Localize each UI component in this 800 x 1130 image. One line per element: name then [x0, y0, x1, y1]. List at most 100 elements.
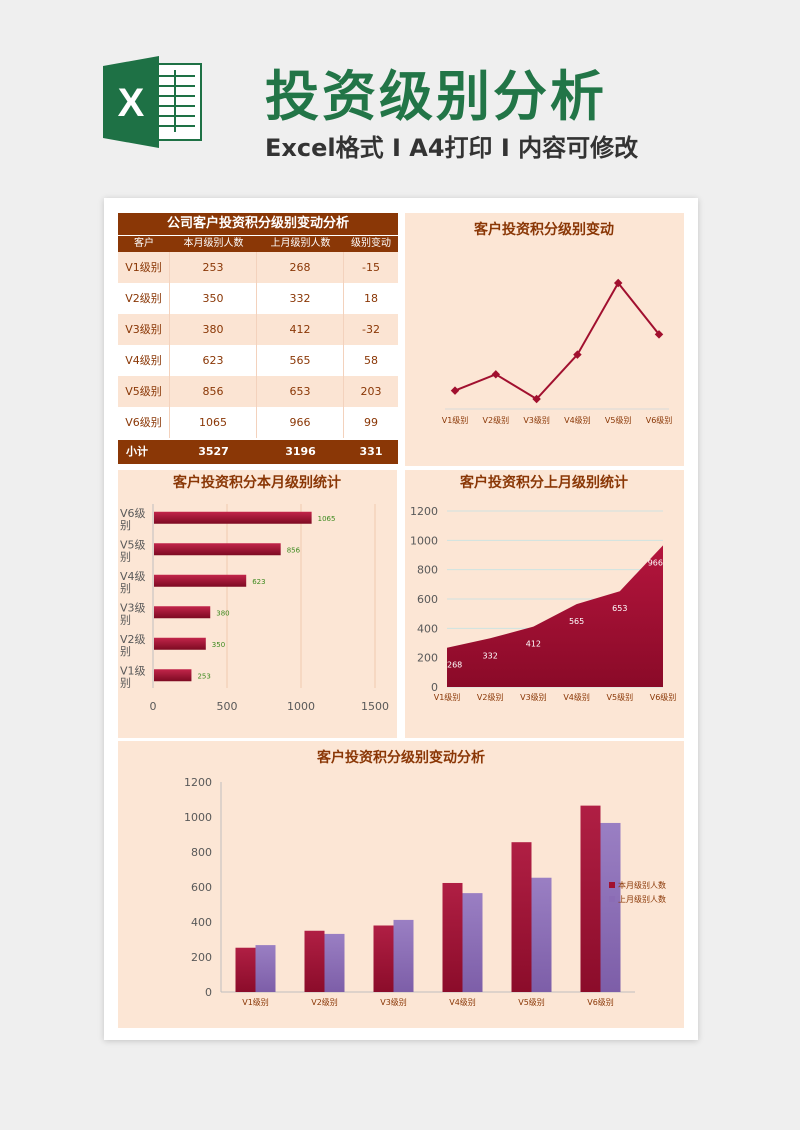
- table-header: 客户 本月级别人数 上月级别人数 级别变动: [118, 236, 398, 252]
- current-cell: 350: [170, 283, 257, 314]
- data-label: 268: [447, 661, 462, 670]
- total-previous: 3196: [285, 445, 316, 458]
- current-cell: 856: [170, 376, 257, 407]
- x-tick-label: V4级别: [563, 692, 590, 702]
- current-bar-chart: 客户投资积分本月级别统计 0 500 1000 1500 253 V1级别 350 V2级别 38…: [118, 470, 397, 738]
- level-cell: V5级别: [118, 376, 170, 407]
- bar: [531, 877, 552, 992]
- bar: [235, 947, 256, 992]
- data-label: 253: [197, 672, 210, 680]
- bar: [154, 606, 211, 619]
- x-tick-label: 500: [217, 700, 238, 713]
- previous-cell: 412: [257, 314, 344, 345]
- x-tick-label: V2级别: [311, 997, 338, 1007]
- current-cell: 380: [170, 314, 257, 345]
- total-current: 3527: [198, 445, 229, 458]
- level-cell: V2级别: [118, 283, 170, 314]
- legend-label: 上月级别人数: [618, 894, 666, 904]
- change-cell: -15: [362, 261, 380, 274]
- data-label: 350: [212, 641, 225, 649]
- y-tick-label: V4级: [120, 570, 146, 583]
- x-tick-label: V3级别: [523, 415, 550, 425]
- bar: [255, 945, 276, 992]
- table-row: V2级别 350 332 18: [118, 283, 398, 314]
- legend-swatch: [609, 896, 615, 902]
- total-change: 331: [359, 445, 383, 458]
- table-title: 公司客户投资积分级别变动分析: [118, 213, 398, 235]
- y-tick-label: 200: [191, 951, 212, 964]
- data-label: 332: [483, 651, 498, 660]
- change-cell: 203: [360, 385, 382, 398]
- legend-swatch: [609, 882, 615, 888]
- level-cell: V3级别: [118, 314, 170, 345]
- y-tick-label: 400: [191, 916, 212, 929]
- header-cell: 上月级别人数: [270, 238, 331, 249]
- data-point: [573, 350, 582, 359]
- bar: [304, 930, 325, 992]
- bar: [442, 882, 463, 992]
- change-cell: 99: [364, 416, 378, 429]
- y-tick-label: 600: [191, 881, 212, 894]
- bar: [154, 511, 312, 524]
- previous-cell: 332: [257, 283, 344, 314]
- bar: [600, 822, 621, 992]
- x-tick-label: V1级别: [242, 997, 269, 1007]
- chart-title: 客户投资积分本月级别统计: [172, 474, 341, 491]
- y-tick-label: 0: [431, 681, 438, 694]
- table-body: V1级别 253 268 -15 V2级别 350 332 18 V3级别 38…: [118, 252, 398, 438]
- data-label: 1065: [318, 515, 336, 523]
- header-cell: 客户: [134, 238, 154, 249]
- y-tick-label: 800: [191, 846, 212, 859]
- level-cell: V4级别: [118, 345, 170, 376]
- bar: [154, 637, 206, 650]
- excel-logo-icon: X: [103, 56, 202, 148]
- x-tick-label: 1000: [287, 700, 315, 713]
- compare-bar-svg: 客户投资积分级别变动分析 0 200 400 600 800 1000 1200 V1级别 V2级…: [184, 749, 666, 1007]
- change-cell: -32: [362, 323, 380, 336]
- y-tick-label: 1000: [184, 811, 212, 824]
- previous-cell: 966: [257, 407, 344, 438]
- x-tick-label: V6级别: [587, 997, 614, 1007]
- y-tick-label: 0: [205, 986, 212, 999]
- y-tick-label-cont: 别: [120, 676, 131, 689]
- current-cell: 623: [170, 345, 257, 376]
- summary-table: 公司客户投资积分级别变动分析 客户 本月级别人数 上月级别人数 级别变动 V1级…: [118, 213, 398, 464]
- x-tick-label: V2级别: [477, 692, 504, 702]
- x-tick-label: V6级别: [646, 415, 673, 425]
- x-tick-label: V3级别: [380, 997, 407, 1007]
- chart-title: 客户投资积分级别变动: [473, 221, 614, 238]
- table-row: V3级别 380 412 -32: [118, 314, 398, 345]
- table-row: V5级别 856 653 203: [118, 376, 398, 407]
- series-line: [454, 281, 660, 401]
- y-tick-label: 200: [417, 652, 438, 665]
- table-row: V6级别 1065 966 99: [118, 407, 398, 438]
- previous-cell: 565: [257, 345, 344, 376]
- x-tick-label: V5级别: [605, 415, 632, 425]
- data-point: [532, 394, 541, 404]
- bar: [373, 925, 394, 992]
- data-label: 966: [648, 558, 663, 567]
- previous-cell: 653: [257, 376, 344, 407]
- y-tick-label-cont: 别: [120, 645, 131, 658]
- data-label: 412: [526, 640, 541, 649]
- data-label: 565: [569, 617, 584, 626]
- page-subtitle: Excel格式 I A4打印 I 内容可修改: [265, 134, 639, 162]
- level-cell: V1级别: [118, 252, 170, 283]
- y-tick-label-cont: 别: [120, 613, 131, 626]
- y-tick-label: 400: [417, 622, 438, 635]
- x-tick-label: V6级别: [650, 692, 677, 702]
- x-tick-label: V3级别: [520, 692, 547, 702]
- data-label: 380: [216, 609, 229, 617]
- table-row: V4级别 623 565 58: [118, 345, 398, 376]
- logo-letter: X: [118, 81, 145, 125]
- x-tick-label: V2级别: [483, 415, 510, 425]
- y-tick-label: 1200: [410, 505, 438, 518]
- bar: [154, 574, 247, 587]
- compare-bar-chart: 客户投资积分级别变动分析 0 200 400 600 800 1000 1200 V1级别 V2级…: [118, 741, 684, 1028]
- bar: [393, 919, 414, 992]
- y-tick-label: 800: [417, 564, 438, 577]
- page-title: 投资级别分析: [265, 65, 607, 128]
- data-label: 653: [612, 604, 627, 613]
- y-tick-label: 1200: [184, 776, 212, 789]
